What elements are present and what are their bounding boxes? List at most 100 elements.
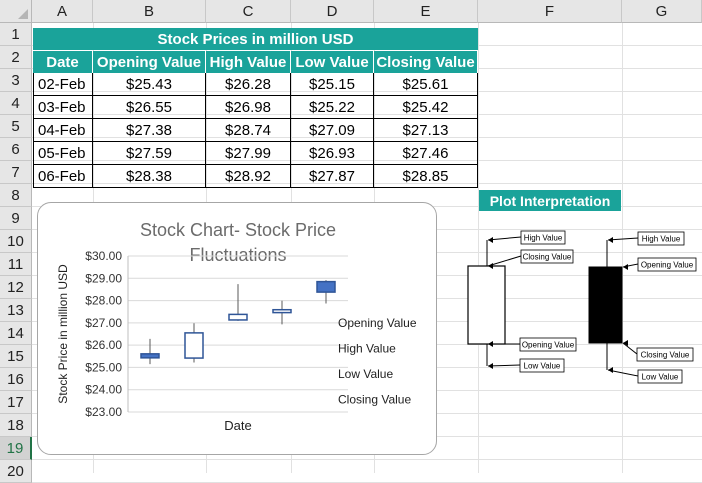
table-cell[interactable]: $25.42 bbox=[374, 96, 478, 119]
callout-label: Closing Value bbox=[641, 351, 690, 360]
callout-label: Opening Value bbox=[641, 261, 694, 270]
column-header-e[interactable]: E bbox=[374, 0, 478, 23]
y-tick-label: $30.00 bbox=[85, 249, 122, 263]
row-header-10[interactable]: 10 bbox=[0, 230, 32, 253]
table-cell[interactable]: 05-Feb bbox=[33, 142, 93, 165]
candle[interactable] bbox=[140, 338, 160, 365]
legend-entry: Opening Value bbox=[338, 316, 417, 330]
black-candle-body bbox=[588, 266, 623, 344]
row-header-9[interactable]: 9 bbox=[0, 207, 32, 230]
table-cell[interactable]: $25.22 bbox=[291, 96, 374, 119]
callout-label: High Value bbox=[524, 234, 563, 243]
table-title[interactable]: Stock Prices in million USD bbox=[33, 28, 478, 50]
candle[interactable] bbox=[228, 284, 248, 321]
arrow-head-icon bbox=[623, 264, 628, 270]
table-cell[interactable]: $26.55 bbox=[93, 96, 206, 119]
table-header-cell[interactable]: Date bbox=[33, 51, 93, 73]
gridline-vertical bbox=[622, 23, 623, 473]
row-header-14[interactable]: 14 bbox=[0, 322, 32, 345]
y-tick-label: $25.00 bbox=[85, 360, 122, 374]
callout-box bbox=[519, 358, 565, 373]
arrow-head-icon bbox=[608, 367, 613, 373]
column-header-b[interactable]: B bbox=[93, 0, 206, 23]
row-header-16[interactable]: 16 bbox=[0, 368, 32, 391]
table-cell[interactable]: $28.85 bbox=[374, 165, 478, 188]
row-header-1[interactable]: 1 bbox=[0, 23, 32, 46]
row-header-2[interactable]: 2 bbox=[0, 46, 32, 69]
table-header-cell[interactable]: Opening Value bbox=[93, 51, 206, 73]
stock-chart[interactable]: Stock Chart- Stock Price Fluctuations $30.… bbox=[37, 202, 437, 455]
gridline-horizontal bbox=[32, 114, 702, 115]
table-cell[interactable]: $27.59 bbox=[93, 142, 206, 165]
y-tick-label: $24.00 bbox=[85, 383, 122, 397]
chart-title-line2: Fluctuations bbox=[189, 245, 286, 265]
arrow-head-icon bbox=[608, 237, 613, 243]
row-header-3[interactable]: 3 bbox=[0, 69, 32, 92]
callout-box bbox=[637, 257, 697, 272]
legend-entry: Low Value bbox=[338, 367, 393, 381]
x-axis-label: Date bbox=[224, 418, 251, 433]
table-cell[interactable]: $26.98 bbox=[206, 96, 291, 119]
column-header-a[interactable]: A bbox=[32, 0, 93, 23]
table-cell[interactable]: $27.87 bbox=[291, 165, 374, 188]
row-header-5[interactable]: 5 bbox=[0, 115, 32, 138]
callout-label: Opening Value bbox=[522, 341, 575, 350]
y-tick-label: $27.00 bbox=[85, 316, 122, 330]
row-header-11[interactable]: 11 bbox=[0, 253, 32, 276]
table-cell[interactable]: $26.93 bbox=[291, 142, 374, 165]
legend-entry: Closing Value bbox=[338, 393, 411, 407]
candle[interactable] bbox=[184, 323, 204, 363]
table-cell[interactable]: 03-Feb bbox=[33, 96, 93, 119]
row-header-20[interactable]: 20 bbox=[0, 460, 32, 483]
table-cell[interactable]: $28.38 bbox=[93, 165, 206, 188]
white-candle-body bbox=[467, 265, 506, 345]
candle[interactable] bbox=[272, 300, 292, 325]
table-cell[interactable]: 06-Feb bbox=[33, 165, 93, 188]
callout-box bbox=[519, 337, 577, 352]
chart-svg: Stock Chart- Stock Price Fluctuations $30.… bbox=[56, 220, 417, 433]
table-header-cell[interactable]: Low Value bbox=[291, 51, 374, 73]
row-header-7[interactable]: 7 bbox=[0, 161, 32, 184]
column-header-d[interactable]: D bbox=[291, 0, 374, 23]
table-header-cell[interactable]: High Value bbox=[206, 51, 291, 73]
chart-title-line1: Stock Chart- Stock Price bbox=[140, 220, 336, 240]
table-cell[interactable]: $25.43 bbox=[93, 73, 206, 96]
table-cell[interactable]: $28.74 bbox=[206, 119, 291, 142]
gridline-horizontal bbox=[32, 137, 702, 138]
row-header-8[interactable]: 8 bbox=[0, 184, 32, 207]
callout-box bbox=[520, 249, 574, 264]
table-cell[interactable]: 04-Feb bbox=[33, 119, 93, 142]
table-cell[interactable]: $27.13 bbox=[374, 119, 478, 142]
table-cell[interactable]: 02-Feb bbox=[33, 73, 93, 96]
row-header-13[interactable]: 13 bbox=[0, 299, 32, 322]
row-header-15[interactable]: 15 bbox=[0, 345, 32, 368]
row-header-12[interactable]: 12 bbox=[0, 276, 32, 299]
y-axis-label: Stock Price in million USD bbox=[56, 264, 70, 404]
table-cell[interactable]: $26.28 bbox=[206, 73, 291, 96]
table-cell[interactable]: $27.46 bbox=[374, 142, 478, 165]
row-header-6[interactable]: 6 bbox=[0, 138, 32, 161]
table-cell[interactable]: $27.38 bbox=[93, 119, 206, 142]
column-header-g[interactable]: G bbox=[622, 0, 702, 23]
callout-label: Low Value bbox=[642, 373, 679, 382]
row-header-4[interactable]: 4 bbox=[0, 92, 32, 115]
table-header-cell[interactable]: Closing Value bbox=[374, 51, 478, 73]
row-header-17[interactable]: 17 bbox=[0, 391, 32, 414]
gridline-horizontal bbox=[32, 183, 702, 184]
gridline-horizontal bbox=[32, 91, 702, 92]
plot-interpretation-title[interactable]: Plot Interpretation bbox=[479, 190, 621, 211]
table-cell[interactable]: $28.92 bbox=[206, 165, 291, 188]
table-cell[interactable]: $25.61 bbox=[374, 73, 478, 96]
select-all-corner[interactable] bbox=[0, 0, 32, 23]
column-header-f[interactable]: F bbox=[478, 0, 622, 23]
table-cell[interactable]: $27.99 bbox=[206, 142, 291, 165]
candle[interactable] bbox=[316, 280, 336, 304]
arrow-head-icon bbox=[623, 340, 628, 346]
y-tick-label: $29.00 bbox=[85, 271, 122, 285]
column-header-c[interactable]: C bbox=[206, 0, 291, 23]
table-cell[interactable]: $27.09 bbox=[291, 119, 374, 142]
table-cell[interactable]: $25.15 bbox=[291, 73, 374, 96]
row-header-18[interactable]: 18 bbox=[0, 414, 32, 437]
row-header-19[interactable]: 19 bbox=[0, 437, 32, 460]
